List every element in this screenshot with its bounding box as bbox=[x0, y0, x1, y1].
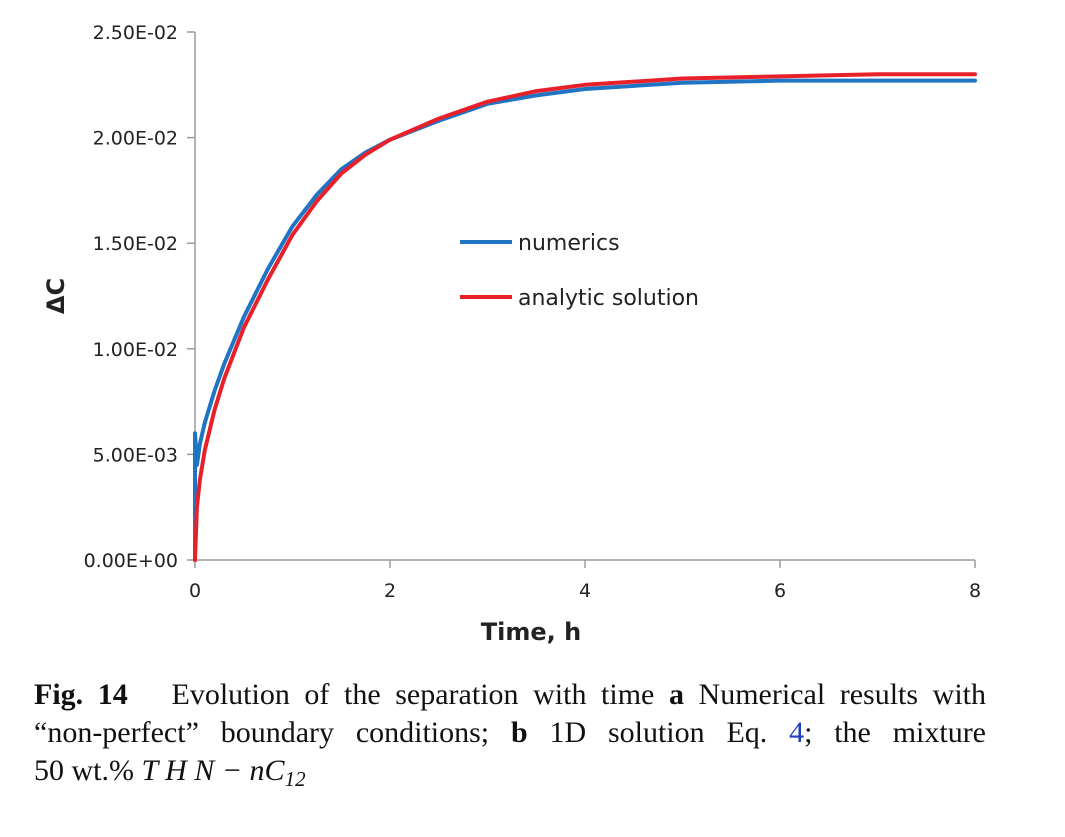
x-tick-label: 0 bbox=[189, 580, 201, 602]
x-tick-label: 6 bbox=[774, 580, 786, 602]
y-tick-label: 2.50E-02 bbox=[93, 22, 178, 44]
caption-line-3: 50 wt.% T H N − nC12 bbox=[34, 752, 986, 798]
y-tick-label: 1.00E-02 bbox=[93, 339, 178, 361]
x-axis: 0 2 4 6 8 bbox=[189, 559, 981, 602]
series-line-analytic-solution bbox=[193, 72, 977, 562]
legend: numerics analytic solution bbox=[460, 231, 699, 311]
y-tick-label: 2.00E-02 bbox=[93, 128, 178, 150]
caption-panel-a: a bbox=[668, 678, 684, 711]
caption-text-4: 1D solution Eq. bbox=[549, 716, 768, 749]
legend-label-analytic-solution: analytic solution bbox=[518, 286, 699, 311]
equation-reference-link[interactable]: 4 bbox=[789, 716, 805, 749]
legend-item-analytic-solution: analytic solution bbox=[460, 286, 699, 311]
chart: 0.00E+00 5.00E-03 1.00E-02 1.50E-02 2.00E-02… bbox=[42, 22, 981, 646]
caption-text-6: 50 wt.% bbox=[34, 754, 134, 787]
y-axis-title: ΔC bbox=[42, 278, 70, 314]
caption-text-2: Numerical results with bbox=[698, 678, 986, 711]
legend-label-numerics: numerics bbox=[518, 231, 620, 256]
caption-text-3: “non-perfect” boundary conditions; bbox=[34, 716, 490, 749]
y-axis: 0.00E+00 5.00E-03 1.00E-02 1.50E-02 2.00E-02… bbox=[84, 22, 196, 572]
y-tick-label: 1.50E-02 bbox=[93, 233, 178, 255]
x-axis-title: Time, h bbox=[481, 618, 581, 646]
caption-formula: T H N − nC12 bbox=[141, 754, 306, 791]
caption-formula-main: T H N − nC bbox=[141, 754, 285, 787]
figure-caption: Fig. 14 Evolution of the separation with… bbox=[34, 676, 986, 798]
series-line-numerics bbox=[193, 78, 977, 562]
series-lines bbox=[193, 72, 977, 562]
x-tick-label: 2 bbox=[384, 580, 396, 602]
caption-text-5: ; the mixture bbox=[804, 716, 986, 749]
caption-text-1: Evolution of the separation with time bbox=[171, 678, 655, 711]
y-tick-label: 5.00E-03 bbox=[93, 444, 178, 466]
legend-item-numerics: numerics bbox=[460, 231, 620, 256]
y-tick-label: 0.00E+00 bbox=[84, 550, 178, 572]
caption-formula-subscript: 12 bbox=[284, 767, 306, 791]
x-tick-label: 4 bbox=[579, 580, 591, 602]
x-tick-label: 8 bbox=[969, 580, 981, 602]
caption-panel-b: b bbox=[510, 716, 528, 749]
caption-label: Fig. 14 bbox=[34, 678, 128, 711]
caption-line-2: “non-perfect” boundary conditions; b 1D … bbox=[34, 714, 986, 752]
caption-line-1: Fig. 14 Evolution of the separation with… bbox=[34, 676, 986, 714]
